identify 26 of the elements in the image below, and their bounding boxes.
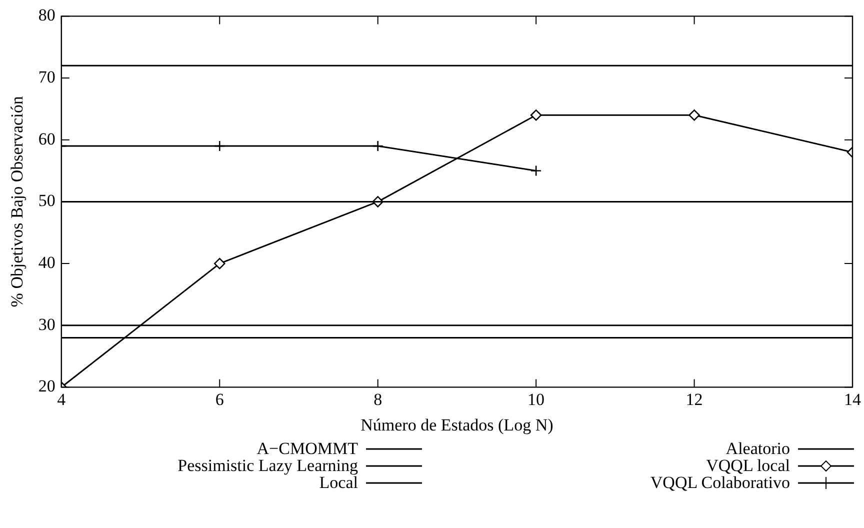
point: [688, 109, 700, 121]
y-axis-title: % Objetivos Bajo Observación: [8, 96, 27, 308]
y-tick-label: 50: [38, 191, 56, 210]
x-tick-label: 4: [57, 390, 66, 409]
legend-label: VQQL Colaborativo: [650, 473, 790, 492]
x-axis-title: Número de Estados (Log N): [360, 415, 554, 434]
legend-label: Aleatorio: [726, 439, 790, 458]
point: [372, 140, 384, 152]
y-tick-label: 80: [38, 6, 56, 25]
y-tick-label: 20: [38, 376, 56, 396]
x-tick-label: 14: [844, 390, 862, 409]
legend-label: Pessimistic Lazy Learning: [178, 456, 358, 475]
y-tick-label: 60: [38, 129, 56, 148]
y-tick-label: 70: [38, 68, 56, 86]
y-tick-label: 30: [38, 314, 56, 334]
y-tick-label: 40: [38, 253, 56, 272]
x-tick-label: 8: [374, 390, 382, 409]
point: [214, 258, 226, 270]
point: [530, 109, 542, 121]
x-tick-label: 6: [215, 390, 224, 409]
legend-label: A−CMOMMT: [256, 439, 358, 458]
x-tick-label: 10: [528, 390, 545, 409]
point: [530, 165, 542, 176]
legend-label: VQQL local: [706, 456, 790, 475]
x-tick-label: 12: [686, 390, 703, 409]
point: [214, 140, 226, 152]
